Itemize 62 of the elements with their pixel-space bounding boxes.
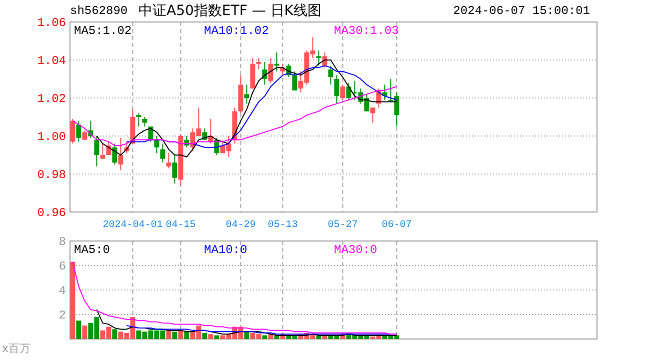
y-axis-title: x百万 bbox=[2, 342, 31, 355]
bar bbox=[172, 332, 178, 339]
y-tick-label: 8 bbox=[58, 235, 66, 249]
bar bbox=[184, 332, 190, 339]
candlestick bbox=[142, 116, 148, 127]
text: MA5:0 bbox=[74, 243, 110, 257]
y-tick-label: 0.98 bbox=[37, 168, 66, 182]
bar bbox=[214, 335, 220, 339]
bar bbox=[208, 334, 214, 339]
x-tick-label: 2024-04-01 bbox=[102, 220, 163, 231]
x-tick-label: 06-07 bbox=[382, 220, 412, 231]
candlestick bbox=[328, 65, 334, 86]
candlestick bbox=[118, 137, 124, 171]
y-tick-label: 4 bbox=[58, 284, 66, 298]
y-tick-label: 1.02 bbox=[37, 92, 66, 106]
y-tick-label: 2 bbox=[58, 308, 66, 322]
x-tick-label: 05-27 bbox=[328, 220, 358, 231]
candlestick bbox=[316, 50, 322, 66]
bar bbox=[178, 330, 184, 339]
bar bbox=[166, 330, 172, 339]
bar bbox=[244, 332, 250, 339]
candlestick bbox=[70, 118, 76, 144]
text: 2024-06-07 15:00:01 bbox=[453, 4, 590, 18]
candlestick bbox=[340, 84, 346, 100]
candlestick bbox=[160, 143, 166, 164]
x-tick-label: 05-13 bbox=[268, 220, 298, 231]
y-tick-label: 0.96 bbox=[37, 206, 66, 220]
bar bbox=[82, 326, 88, 339]
x-tick-label: 04-15 bbox=[166, 220, 196, 231]
candlestick bbox=[268, 58, 274, 84]
y-tick-label: 6 bbox=[58, 260, 66, 274]
bar bbox=[112, 329, 118, 339]
candlestick bbox=[94, 136, 100, 167]
text: MA30:0 bbox=[334, 243, 378, 257]
candlestick bbox=[256, 58, 262, 70]
candlestick bbox=[112, 143, 118, 165]
candlestick bbox=[76, 120, 82, 142]
candlestick bbox=[166, 152, 172, 169]
y-tick-label: 1.06 bbox=[37, 16, 66, 30]
line-series bbox=[72, 261, 398, 335]
candlestick bbox=[136, 112, 142, 127]
text: MA10:1.02 bbox=[204, 24, 269, 38]
bar bbox=[70, 262, 76, 339]
candlestick bbox=[154, 136, 160, 154]
x-tick-label: 04-29 bbox=[226, 220, 256, 231]
candlestick bbox=[370, 107, 376, 124]
bar bbox=[202, 332, 208, 339]
y-tick-label: 1.04 bbox=[37, 54, 66, 68]
candlestick bbox=[244, 84, 250, 104]
chart-title: 中证A50指数ETF — 日K线图 bbox=[138, 3, 322, 19]
text: MA30:1.03 bbox=[334, 24, 399, 38]
candlestick bbox=[82, 130, 88, 140]
candlestick bbox=[292, 70, 298, 91]
text: MA10:0 bbox=[204, 243, 248, 257]
candlestick bbox=[172, 154, 178, 184]
candlestick bbox=[100, 143, 106, 160]
bar bbox=[76, 320, 82, 339]
text: MA5:1.02 bbox=[74, 24, 132, 38]
chart-subtitle: sh562890 bbox=[70, 4, 128, 18]
bar bbox=[262, 335, 268, 339]
candlestick bbox=[334, 74, 340, 104]
y-tick-label: 1.00 bbox=[37, 130, 66, 144]
